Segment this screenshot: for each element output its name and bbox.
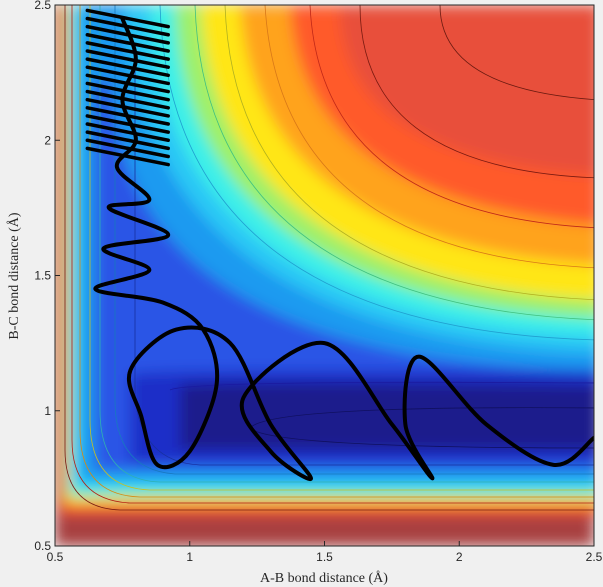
y-tick-label: 1 — [44, 404, 51, 418]
contour-line — [64, 5, 594, 511]
y-tick-label: 1.5 — [34, 269, 51, 283]
contour-line — [194, 5, 594, 321]
contour-line — [309, 5, 594, 229]
x-axis-label: A-B bond distance (Å) — [260, 570, 388, 586]
y-tick-label: 2 — [44, 133, 51, 147]
contour-line — [249, 407, 594, 429]
contour-line — [89, 5, 594, 491]
trajectory-line — [93, 16, 594, 482]
x-tick-label: 2.5 — [586, 550, 603, 564]
contour-line — [359, 5, 594, 179]
y-axis: 0.5 1 1.5 2 2.5 — [34, 0, 60, 553]
y-axis-label: B-C bond distance (Å) — [6, 212, 22, 339]
contour-line — [224, 5, 594, 301]
x-tick-label: 1.5 — [316, 550, 333, 564]
trajectory-layer — [85, 8, 594, 482]
contour-line — [439, 5, 594, 100]
contour-line — [169, 381, 594, 391]
contour-line — [264, 5, 594, 269]
contour-line — [79, 5, 594, 498]
x-tick-label: 1 — [186, 550, 193, 564]
contour-line — [71, 5, 594, 504]
contour-line — [114, 5, 594, 475]
x-axis: 0.5 1 1.5 2 2.5 — [47, 541, 603, 564]
y-tick-label: 0.5 — [34, 539, 51, 553]
contour-line — [159, 5, 594, 341]
x-tick-label: 0.5 — [47, 550, 64, 564]
contour-line — [99, 5, 594, 483]
y-tick-label: 2.5 — [34, 0, 51, 12]
x-tick-label: 2 — [456, 550, 463, 564]
contour-lines — [64, 5, 594, 511]
trajectory-oscillation-cluster — [85, 8, 170, 167]
plot-area — [55, 5, 594, 546]
